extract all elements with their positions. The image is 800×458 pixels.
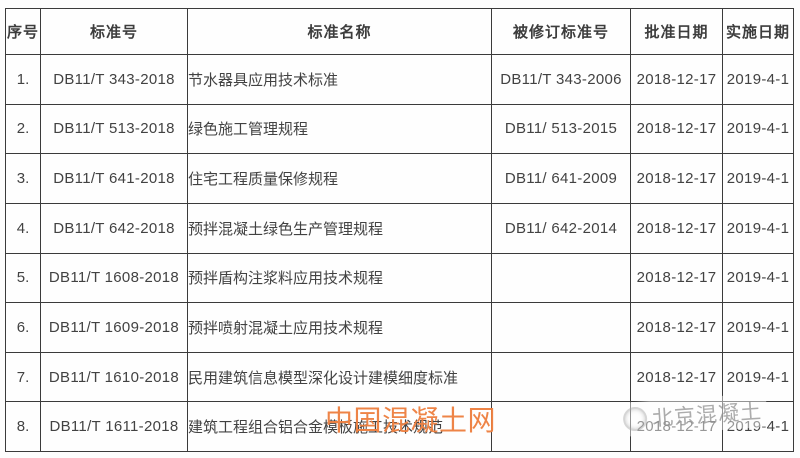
cell-standard-name: 预拌混凝土绿色生产管理规程 [187, 202, 492, 254]
col-header-standard-name: 标准名称 [187, 8, 492, 55]
cell-serial-number: 4. [5, 202, 41, 254]
cell-revised-standard-code [491, 252, 631, 304]
cell-standard-name: 住宅工程质量保修规程 [187, 153, 492, 204]
cell-standard-name: 预拌喷射混凝土应用技术规程 [187, 302, 492, 353]
cell-serial-number: 1. [5, 54, 41, 105]
standards-table: 序号 标准号 标准名称 被修订标准号 批准日期 实施日期 1. DB11/T 3… [5, 8, 794, 452]
col-header-revised-standard-code: 被修订标准号 [491, 8, 631, 55]
cell-serial-number: 5. [5, 252, 41, 304]
cell-approval-date: 2018-12-17 [630, 153, 723, 204]
cell-approval-date: 2018-12-17 [630, 54, 723, 105]
cell-revised-standard-code [491, 401, 631, 452]
cell-implementation-date: 2019-4-1 [722, 103, 794, 155]
cell-implementation-date: 2019-4-1 [722, 153, 794, 204]
cell-serial-number: 2. [5, 103, 41, 155]
cell-implementation-date: 2019-4-1 [722, 351, 794, 403]
cell-implementation-date: 2019-4-1 [722, 202, 794, 254]
cell-standard-code: DB11/T 343-2018 [40, 54, 188, 105]
cell-approval-date: 2018-12-17 [630, 302, 723, 353]
table-row: 5. DB11/T 1608-2018 预拌盾构注浆料应用技术规程 2018-1… [5, 252, 794, 304]
col-header-approval-date: 批准日期 [630, 8, 723, 55]
cell-standard-code: DB11/T 1610-2018 [40, 351, 188, 403]
cell-standard-code: DB11/T 1608-2018 [40, 252, 188, 304]
cell-serial-number: 3. [5, 153, 41, 204]
cell-approval-date: 2018-12-17 [630, 103, 723, 155]
header-row: 序号 标准号 标准名称 被修订标准号 批准日期 实施日期 [5, 8, 794, 55]
cell-implementation-date: 2019-4-1 [722, 54, 794, 105]
cell-approval-date: 2018-12-17 [630, 401, 723, 452]
table-row: 1. DB11/T 343-2018 节水器具应用技术标准 DB11/T 343… [5, 54, 794, 105]
cell-standard-name: 绿色施工管理规程 [187, 103, 492, 155]
cell-revised-standard-code: DB11/ 513-2015 [491, 103, 631, 155]
cell-standard-code: DB11/T 641-2018 [40, 153, 188, 204]
cell-revised-standard-code: DB11/T 343-2006 [491, 54, 631, 105]
table-row: 2. DB11/T 513-2018 绿色施工管理规程 DB11/ 513-20… [5, 103, 794, 155]
cell-standard-code: DB11/T 642-2018 [40, 202, 188, 254]
cell-standard-code: DB11/T 1611-2018 [40, 401, 188, 452]
cell-serial-number: 6. [5, 302, 41, 353]
cell-implementation-date: 2019-4-1 [722, 302, 794, 353]
cell-approval-date: 2018-12-17 [630, 252, 723, 304]
cell-standard-name: 建筑工程组合铝合金模板施工技术规范 [187, 401, 492, 452]
cell-revised-standard-code [491, 351, 631, 403]
cell-standard-name: 预拌盾构注浆料应用技术规程 [187, 252, 492, 304]
table-row: 7. DB11/T 1610-2018 民用建筑信息模型深化设计建模细度标准 2… [5, 351, 794, 403]
table-row: 8. DB11/T 1611-2018 建筑工程组合铝合金模板施工技术规范 20… [5, 401, 794, 452]
col-header-standard-code: 标准号 [40, 8, 188, 55]
table-row: 3. DB11/T 641-2018 住宅工程质量保修规程 DB11/ 641-… [5, 153, 794, 204]
table-row: 6. DB11/T 1609-2018 预拌喷射混凝土应用技术规程 2018-1… [5, 302, 794, 353]
col-header-implementation-date: 实施日期 [722, 8, 794, 55]
table-row: 4. DB11/T 642-2018 预拌混凝土绿色生产管理规程 DB11/ 6… [5, 202, 794, 254]
cell-revised-standard-code: DB11/ 642-2014 [491, 202, 631, 254]
cell-standard-name: 节水器具应用技术标准 [187, 54, 492, 105]
cell-implementation-date: 2019-4-1 [722, 252, 794, 304]
cell-revised-standard-code [491, 302, 631, 353]
cell-serial-number: 7. [5, 351, 41, 403]
cell-serial-number: 8. [5, 401, 41, 452]
cell-standard-name: 民用建筑信息模型深化设计建模细度标准 [187, 351, 492, 403]
cell-implementation-date: 2019-4-1 [722, 401, 794, 452]
col-header-serial-number: 序号 [5, 8, 41, 55]
cell-standard-code: DB11/T 1609-2018 [40, 302, 188, 353]
cell-revised-standard-code: DB11/ 641-2009 [491, 153, 631, 204]
cell-standard-code: DB11/T 513-2018 [40, 103, 188, 155]
cell-approval-date: 2018-12-17 [630, 202, 723, 254]
cell-approval-date: 2018-12-17 [630, 351, 723, 403]
